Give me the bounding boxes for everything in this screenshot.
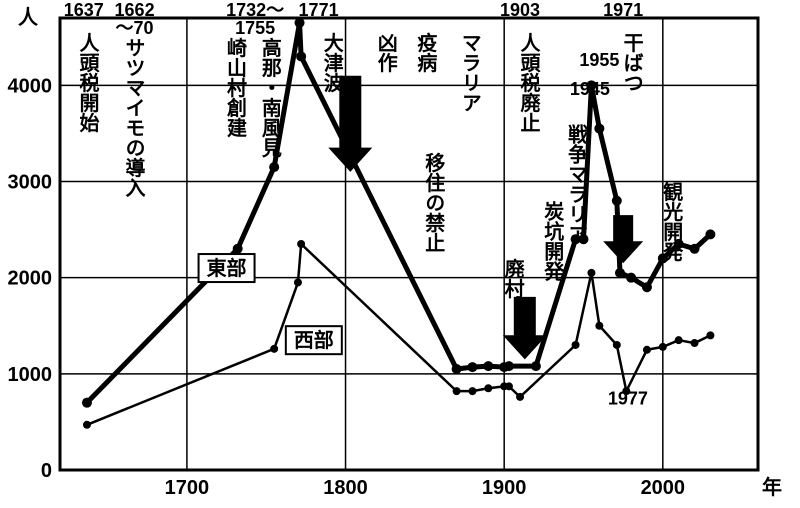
data-point	[516, 393, 524, 401]
legend-label: 東部	[207, 256, 247, 280]
data-point	[270, 345, 278, 353]
data-point	[706, 331, 714, 339]
data-point	[615, 268, 625, 278]
y-tick-label: 0	[41, 460, 52, 482]
data-point	[572, 341, 580, 349]
year-annotation: 1771	[299, 0, 339, 20]
data-point	[294, 278, 302, 286]
y-tick-label: 3000	[8, 171, 53, 193]
data-point	[594, 124, 604, 134]
year-annotation: 1662	[115, 0, 155, 20]
x-tick-label: 2000	[641, 477, 686, 499]
event-label: サツマイモの導入	[122, 37, 145, 197]
event-label: 崎山村創建	[224, 36, 248, 138]
data-point	[643, 346, 651, 354]
event-label: 疫病	[414, 31, 437, 72]
data-point	[675, 336, 683, 344]
data-point	[504, 361, 514, 371]
data-point	[505, 382, 513, 390]
data-point	[452, 364, 462, 374]
x-tick-label: 1700	[165, 477, 210, 499]
y-tick-label: 1000	[8, 364, 53, 386]
data-point	[612, 196, 622, 206]
data-point	[233, 244, 243, 254]
data-point	[296, 51, 306, 61]
event-label: 高那・南風見・	[258, 36, 281, 177]
x-tick-label: 1800	[323, 477, 368, 499]
year-annotation: 1971	[603, 0, 643, 20]
data-point	[626, 273, 636, 283]
data-point	[468, 387, 476, 395]
event-label: マラリア	[458, 32, 480, 112]
data-point	[453, 387, 461, 395]
data-point	[467, 362, 477, 372]
data-point	[297, 240, 305, 248]
event-label: 人頭税開始	[76, 32, 99, 133]
event-label: 観光開発	[660, 180, 684, 262]
data-point	[82, 398, 92, 408]
data-point	[705, 229, 715, 239]
data-point	[690, 244, 700, 254]
year-annotation: 1955	[579, 50, 619, 70]
year-annotation: 1903	[500, 0, 540, 20]
event-label: 移住の禁止	[422, 152, 445, 252]
data-point	[659, 343, 667, 351]
x-axis-label: 年	[762, 475, 782, 499]
data-point	[483, 361, 493, 371]
legend-label: 西部	[294, 328, 334, 352]
year-annotation: 1977	[608, 389, 648, 409]
y-tick-label: 4000	[8, 75, 53, 97]
data-point	[691, 339, 699, 347]
x-tick-label: 1900	[482, 477, 527, 499]
data-point	[83, 421, 91, 429]
year-annotation: 1755	[235, 18, 275, 38]
data-point	[642, 282, 652, 292]
data-point	[587, 269, 595, 277]
event-label: 炭坑開発	[541, 200, 565, 281]
data-point	[595, 322, 603, 330]
population-history-chart: 1700 1800 1900 2000 0 1000 2000 3000 4000 人年 東部西部 1…	[0, 0, 800, 508]
event-label: 戦争マラリア	[565, 122, 588, 243]
y-tick-label: 2000	[8, 268, 53, 290]
data-point	[484, 384, 492, 392]
data-point	[613, 341, 621, 349]
y-axis-label: 人	[18, 6, 39, 29]
year-annotation: ～70	[116, 18, 154, 38]
year-annotation: 1637	[64, 0, 104, 20]
event-label: 干ばつ	[620, 32, 643, 92]
year-annotation: 1945	[570, 79, 610, 99]
decline-arrow-icon	[603, 215, 643, 263]
data-point	[531, 361, 541, 371]
event-label: 廃村	[501, 257, 524, 298]
event-label: 凶作	[374, 32, 397, 72]
year-annotation: 1732～	[226, 0, 284, 20]
event-label: 人頭税廃止	[517, 32, 540, 132]
